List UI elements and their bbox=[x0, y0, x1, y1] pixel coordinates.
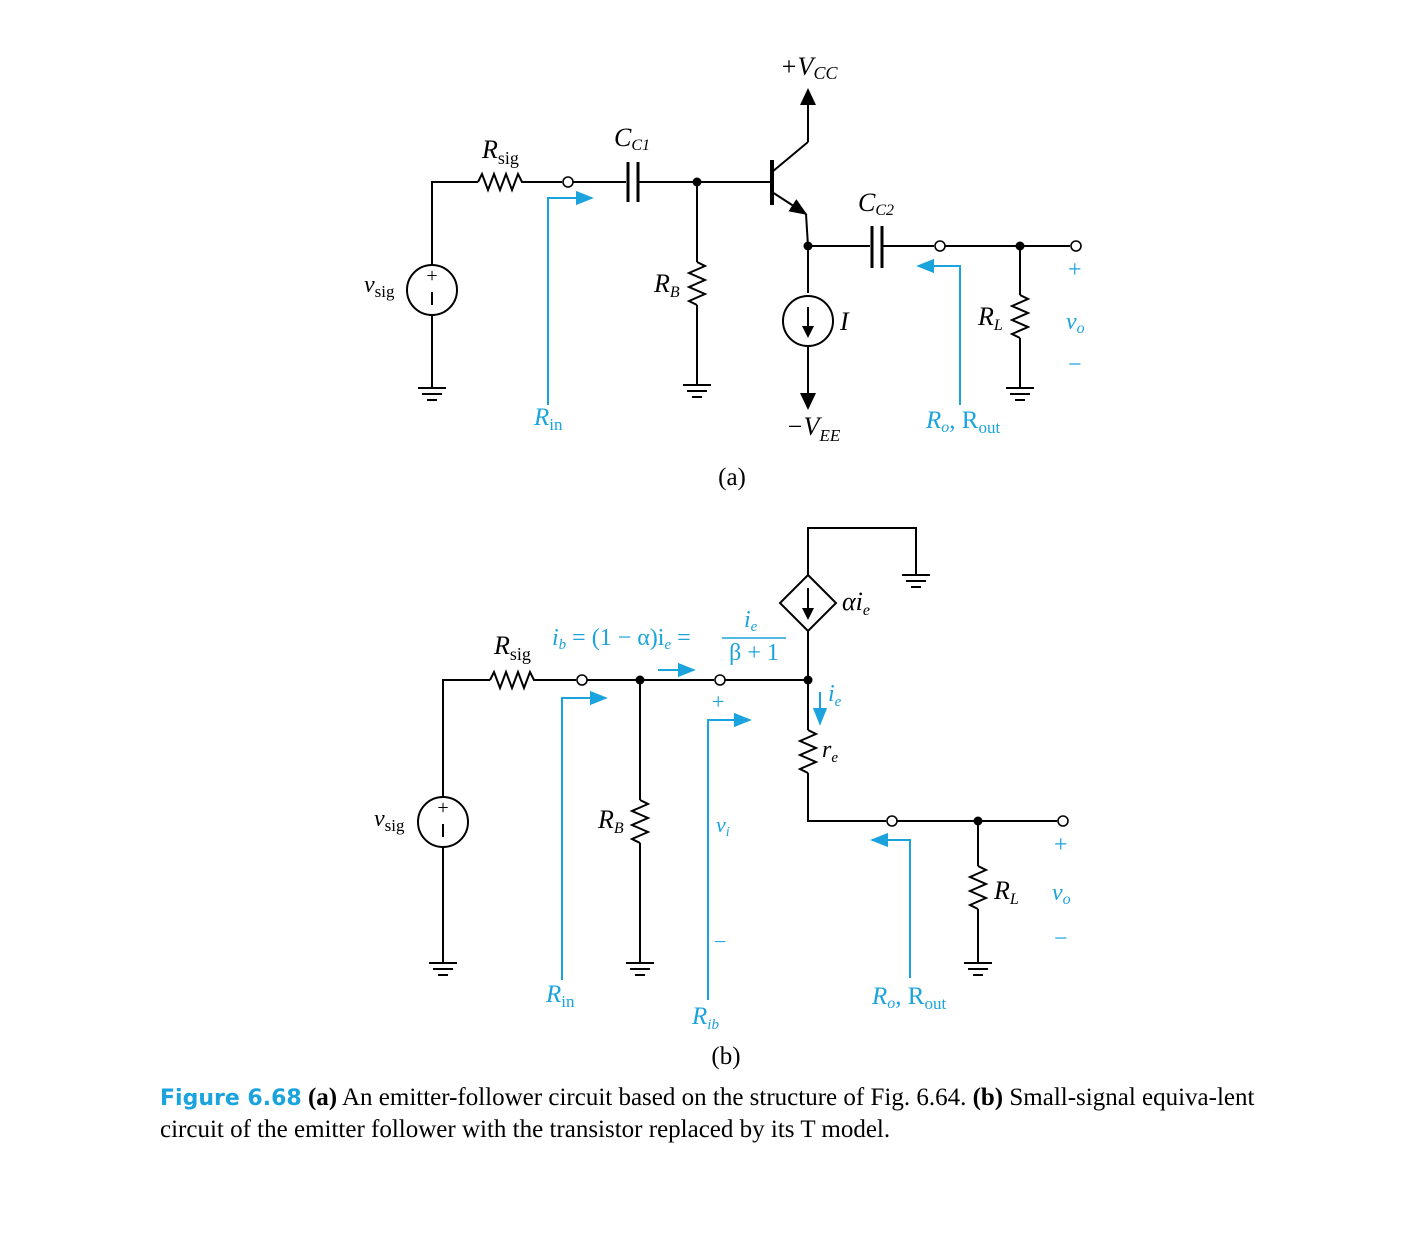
svg-text:RB: RB bbox=[653, 269, 680, 301]
svg-text:ie: ie bbox=[744, 607, 758, 635]
svg-text:RL: RL bbox=[993, 876, 1019, 908]
vcc-arrow-icon bbox=[800, 88, 816, 105]
svg-text:−: − bbox=[1068, 352, 1082, 378]
ground-icon bbox=[1006, 387, 1034, 401]
svg-text:I: I bbox=[839, 307, 850, 336]
base-terminal-b bbox=[714, 674, 726, 686]
svg-text:re: re bbox=[822, 737, 838, 766]
svg-text:Ro, Rout: Ro, Rout bbox=[871, 983, 946, 1013]
vo-terminal-a bbox=[1070, 240, 1082, 252]
svg-text:vsig: vsig bbox=[374, 806, 405, 835]
svg-text:ie: ie bbox=[828, 681, 842, 710]
rin-arrow-b bbox=[561, 690, 608, 980]
ground-icon bbox=[626, 962, 654, 976]
svg-text:vsig: vsig bbox=[364, 272, 395, 301]
svg-text:Rin: Rin bbox=[533, 404, 563, 434]
svg-text:β + 1: β + 1 bbox=[729, 640, 779, 666]
rib-arrow bbox=[707, 712, 752, 1000]
circuit-b: + bbox=[374, 527, 1071, 1070]
svg-text:RL: RL bbox=[977, 302, 1003, 334]
figure-label: Figure 6.68 bbox=[160, 1086, 302, 1111]
svg-text:+VCC: +VCC bbox=[780, 52, 838, 83]
circuit-diagram: + bbox=[364, 52, 1085, 1070]
svg-text:CC1: CC1 bbox=[614, 123, 650, 154]
caption-b-marker: (b) bbox=[972, 1084, 1004, 1111]
svg-text:vo: vo bbox=[1052, 880, 1071, 908]
ground-icon bbox=[429, 962, 457, 976]
svg-text:vi: vi bbox=[716, 812, 730, 840]
ground-icon bbox=[683, 384, 711, 398]
svg-text:Rib: Rib bbox=[691, 1003, 719, 1033]
ground-icon bbox=[964, 962, 992, 976]
caption-a-marker: (a) bbox=[307, 1084, 338, 1111]
svg-text:+: + bbox=[437, 797, 448, 819]
circuit-a: + bbox=[364, 52, 1085, 491]
vsig-source-b: + bbox=[417, 796, 469, 848]
svg-text:αie: αie bbox=[842, 587, 870, 619]
svg-text:+: + bbox=[426, 265, 437, 287]
current-source-i bbox=[782, 295, 834, 347]
svg-text:RB: RB bbox=[597, 805, 624, 837]
svg-text:Rsig: Rsig bbox=[493, 631, 531, 664]
caption-a-text: An emitter-follower circuit based on the… bbox=[341, 1084, 967, 1111]
svg-text:−: − bbox=[714, 929, 726, 954]
ro-arrow-a bbox=[916, 258, 961, 405]
caption-b-text: Small-signal equiva-lent circuit of the … bbox=[160, 1084, 1255, 1143]
rb-resistor-a bbox=[686, 261, 708, 306]
rl-resistor-b bbox=[967, 865, 989, 910]
figure-caption: Figure 6.68 (a) An emitter-follower circ… bbox=[160, 1082, 1270, 1145]
svg-text:−: − bbox=[1054, 926, 1068, 952]
svg-text:−VEE: −VEE bbox=[786, 412, 841, 445]
cc2-capacitor bbox=[870, 226, 884, 268]
ground-icon bbox=[902, 574, 930, 588]
cc1-capacitor bbox=[626, 162, 640, 202]
svg-text:+: + bbox=[1054, 832, 1068, 858]
vo-terminal-b bbox=[1057, 815, 1069, 827]
rl-resistor-a bbox=[1009, 294, 1031, 339]
svg-text:+: + bbox=[1068, 257, 1082, 283]
rin-arrow-a bbox=[547, 190, 594, 405]
rb-resistor-b bbox=[629, 799, 651, 844]
svg-text:+: + bbox=[712, 689, 724, 714]
re-resistor bbox=[797, 729, 819, 774]
vsig-source-a: + bbox=[406, 264, 458, 316]
vee-arrow-icon bbox=[800, 393, 816, 410]
ground-icon bbox=[418, 387, 446, 401]
input-terminal-b bbox=[576, 674, 588, 686]
rsig-resistor-a bbox=[477, 171, 562, 193]
rsig-resistor-b bbox=[489, 669, 576, 691]
svg-text:CC2: CC2 bbox=[858, 188, 894, 219]
input-terminal-a bbox=[562, 176, 574, 188]
npn-transistor bbox=[770, 105, 809, 247]
output-terminal-b bbox=[886, 815, 898, 827]
ro-arrow-b bbox=[870, 832, 911, 978]
dependent-current-source bbox=[778, 573, 838, 633]
svg-text:Ro, Rout: Ro, Rout bbox=[925, 407, 1000, 437]
subfigure-b-label: (b) bbox=[711, 1043, 740, 1070]
svg-text:Rin: Rin bbox=[545, 981, 575, 1011]
svg-text:Rsig: Rsig bbox=[481, 135, 519, 168]
output-terminal-a bbox=[934, 240, 946, 252]
subfigure-a-label: (a) bbox=[718, 464, 746, 491]
svg-text:ib = (1 − α)ie =: ib = (1 − α)ie = bbox=[552, 625, 691, 653]
svg-text:vo: vo bbox=[1066, 309, 1085, 337]
